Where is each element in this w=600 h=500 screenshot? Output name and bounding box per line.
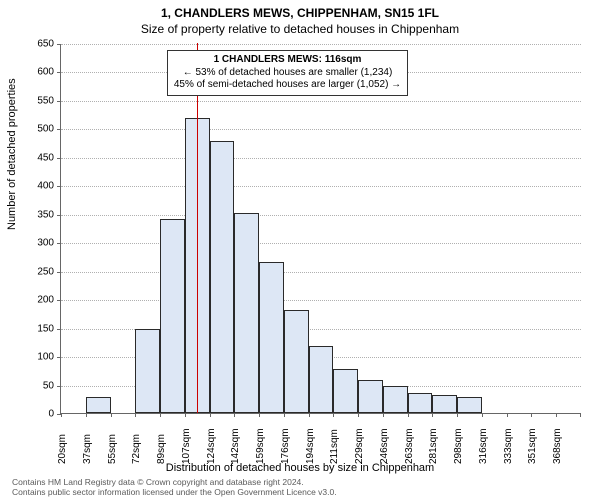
x-tick-label: 333sqm: [503, 414, 514, 464]
x-tick-label: 55sqm: [107, 414, 118, 464]
histogram-bar: [457, 397, 482, 413]
y-tick-label: 300: [14, 238, 54, 249]
annotation-box: 1 CHANDLERS MEWS: 116sqm← 53% of detache…: [167, 50, 408, 96]
y-tick-label: 150: [14, 323, 54, 334]
y-tick-mark: [57, 386, 61, 387]
gridline: [61, 44, 581, 45]
y-tick-label: 200: [14, 295, 54, 306]
x-tick-label: 368sqm: [552, 414, 563, 464]
footnote-line2: Contains public sector information licen…: [12, 488, 337, 498]
y-tick-mark: [57, 300, 61, 301]
y-tick-mark: [57, 72, 61, 73]
annotation-line2: ← 53% of detached houses are smaller (1,…: [174, 67, 401, 80]
gridline: [61, 129, 581, 130]
x-tick-label: 89sqm: [156, 414, 167, 464]
histogram-bar: [309, 346, 334, 413]
y-tick-mark: [57, 243, 61, 244]
y-tick-label: 50: [14, 380, 54, 391]
histogram-bar: [234, 213, 259, 413]
annotation-line3: 45% of semi-detached houses are larger (…: [174, 79, 401, 92]
x-tick-label: 281sqm: [428, 414, 439, 464]
chart-title-line1: 1, CHANDLERS MEWS, CHIPPENHAM, SN15 1FL: [0, 0, 600, 20]
y-tick-mark: [57, 329, 61, 330]
x-tick-label: 72sqm: [131, 414, 142, 464]
y-tick-mark: [57, 186, 61, 187]
x-tick-mark: [580, 413, 581, 417]
plot-wrap: 1 CHANDLERS MEWS: 116sqm← 53% of detache…: [60, 44, 580, 414]
x-tick-label: 176sqm: [280, 414, 291, 464]
y-tick-label: 250: [14, 266, 54, 277]
x-tick-label: 263sqm: [404, 414, 415, 464]
histogram-bar: [210, 141, 235, 413]
footnote: Contains HM Land Registry data © Crown c…: [12, 478, 337, 498]
gridline: [61, 272, 581, 273]
gridline: [61, 215, 581, 216]
x-tick-label: 142sqm: [230, 414, 241, 464]
y-tick-label: 500: [14, 124, 54, 135]
histogram-bar: [432, 395, 457, 413]
x-tick-label: 246sqm: [379, 414, 390, 464]
y-tick-label: 600: [14, 67, 54, 78]
x-tick-label: 107sqm: [181, 414, 192, 464]
y-tick-label: 350: [14, 209, 54, 220]
plot-area: 1 CHANDLERS MEWS: 116sqm← 53% of detache…: [60, 44, 580, 414]
histogram-bar: [408, 393, 433, 413]
histogram-bar: [135, 329, 160, 413]
gridline: [61, 101, 581, 102]
histogram-bar: [284, 310, 309, 413]
histogram-bar: [383, 386, 408, 413]
y-tick-mark: [57, 357, 61, 358]
gridline: [61, 243, 581, 244]
x-tick-label: 159sqm: [255, 414, 266, 464]
y-tick-mark: [57, 215, 61, 216]
chart-title-line2: Size of property relative to detached ho…: [0, 20, 600, 36]
x-tick-label: 37sqm: [82, 414, 93, 464]
gridline: [61, 186, 581, 187]
histogram-bar: [333, 369, 358, 413]
y-tick-label: 100: [14, 352, 54, 363]
histogram-bar: [86, 397, 111, 413]
x-tick-label: 194sqm: [305, 414, 316, 464]
annotation-line1: 1 CHANDLERS MEWS: 116sqm: [174, 54, 401, 67]
y-tick-label: 0: [14, 409, 54, 420]
histogram-bar: [358, 380, 383, 413]
x-tick-label: 298sqm: [453, 414, 464, 464]
x-tick-label: 351sqm: [527, 414, 538, 464]
chart-container: 1, CHANDLERS MEWS, CHIPPENHAM, SN15 1FL …: [0, 0, 600, 500]
x-tick-label: 20sqm: [57, 414, 68, 464]
y-tick-mark: [57, 101, 61, 102]
gridline: [61, 158, 581, 159]
histogram-bar: [259, 262, 284, 413]
y-tick-mark: [57, 44, 61, 45]
x-tick-label: 316sqm: [478, 414, 489, 464]
reference-line: [197, 43, 198, 413]
y-tick-mark: [57, 158, 61, 159]
y-tick-label: 450: [14, 152, 54, 163]
y-tick-label: 400: [14, 181, 54, 192]
y-tick-label: 550: [14, 95, 54, 106]
y-tick-mark: [57, 272, 61, 273]
histogram-bar: [160, 219, 185, 413]
gridline: [61, 300, 581, 301]
y-tick-mark: [57, 129, 61, 130]
x-tick-label: 211sqm: [329, 414, 340, 464]
y-tick-label: 650: [14, 39, 54, 50]
x-tick-label: 229sqm: [354, 414, 365, 464]
x-tick-label: 124sqm: [206, 414, 217, 464]
